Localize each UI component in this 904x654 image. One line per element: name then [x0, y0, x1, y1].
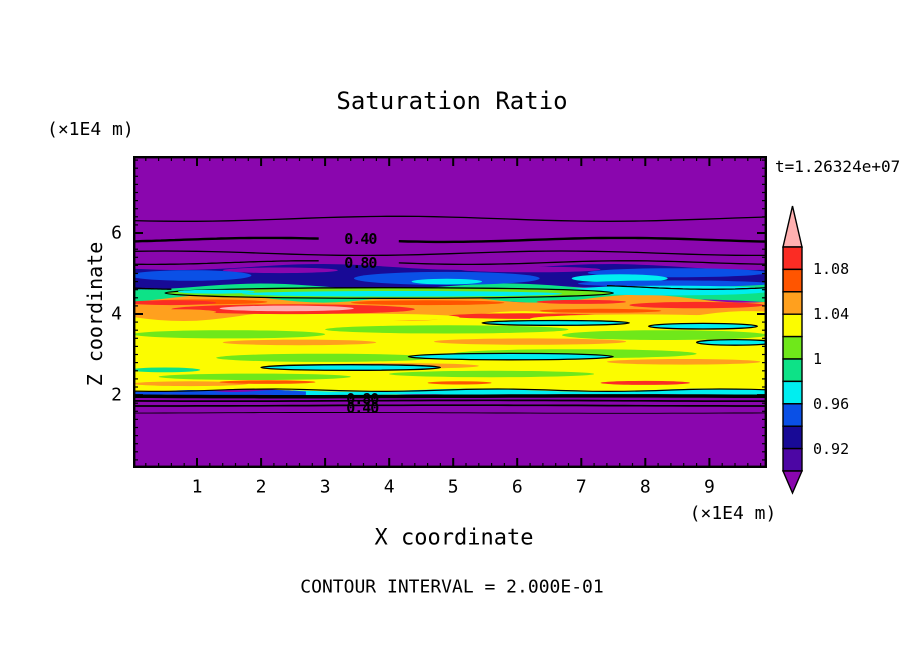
chart-title: Saturation Ratio — [336, 87, 568, 115]
x-axis-title: X coordinate — [374, 525, 534, 551]
contour-interval-note: CONTOUR INTERVAL = 2.000E-01 — [300, 576, 604, 598]
x-tick-label-6: 6 — [511, 476, 523, 498]
colorbar-label-1: 1 — [813, 350, 823, 368]
colorbar — [779, 200, 809, 500]
colorbar-label-0.96: 0.96 — [813, 394, 850, 413]
x-tick-label-3: 3 — [319, 476, 331, 498]
x-tick-label-9: 9 — [703, 476, 715, 498]
y-tick-label-6: 6 — [111, 222, 122, 244]
x-tick-label-8: 8 — [639, 476, 651, 498]
colorbar-label-1.08: 1.08 — [813, 260, 850, 279]
plot-area — [133, 156, 767, 468]
y-axis-unit-label: (×1E4 m) — [47, 119, 134, 140]
x-tick-label-7: 7 — [575, 476, 587, 498]
time-annotation: t=1.26324e+07 — [775, 157, 901, 176]
x-tick-label-5: 5 — [447, 476, 459, 498]
colorbar-label-0.92: 0.92 — [813, 439, 850, 458]
y-axis-title: Z coordinate — [83, 241, 107, 387]
colorbar-label-1.04: 1.04 — [813, 305, 850, 324]
contour-label-1: 0.80 — [344, 253, 377, 272]
contour-label-3: 0.40 — [346, 399, 379, 418]
x-tick-label-1: 1 — [191, 476, 203, 498]
x-tick-label-2: 2 — [255, 476, 267, 498]
x-axis-unit-label: (×1E4 m) — [689, 503, 777, 524]
colorbar-svg — [781, 205, 804, 495]
x-tick-label-4: 4 — [383, 476, 395, 498]
y-tick-label-4: 4 — [111, 303, 122, 325]
contour-label-0: 0.40 — [344, 230, 377, 249]
contour-plot-svg — [133, 156, 767, 468]
y-tick-label-2: 2 — [111, 384, 122, 406]
contour-label-2: 0.80 — [346, 390, 379, 409]
